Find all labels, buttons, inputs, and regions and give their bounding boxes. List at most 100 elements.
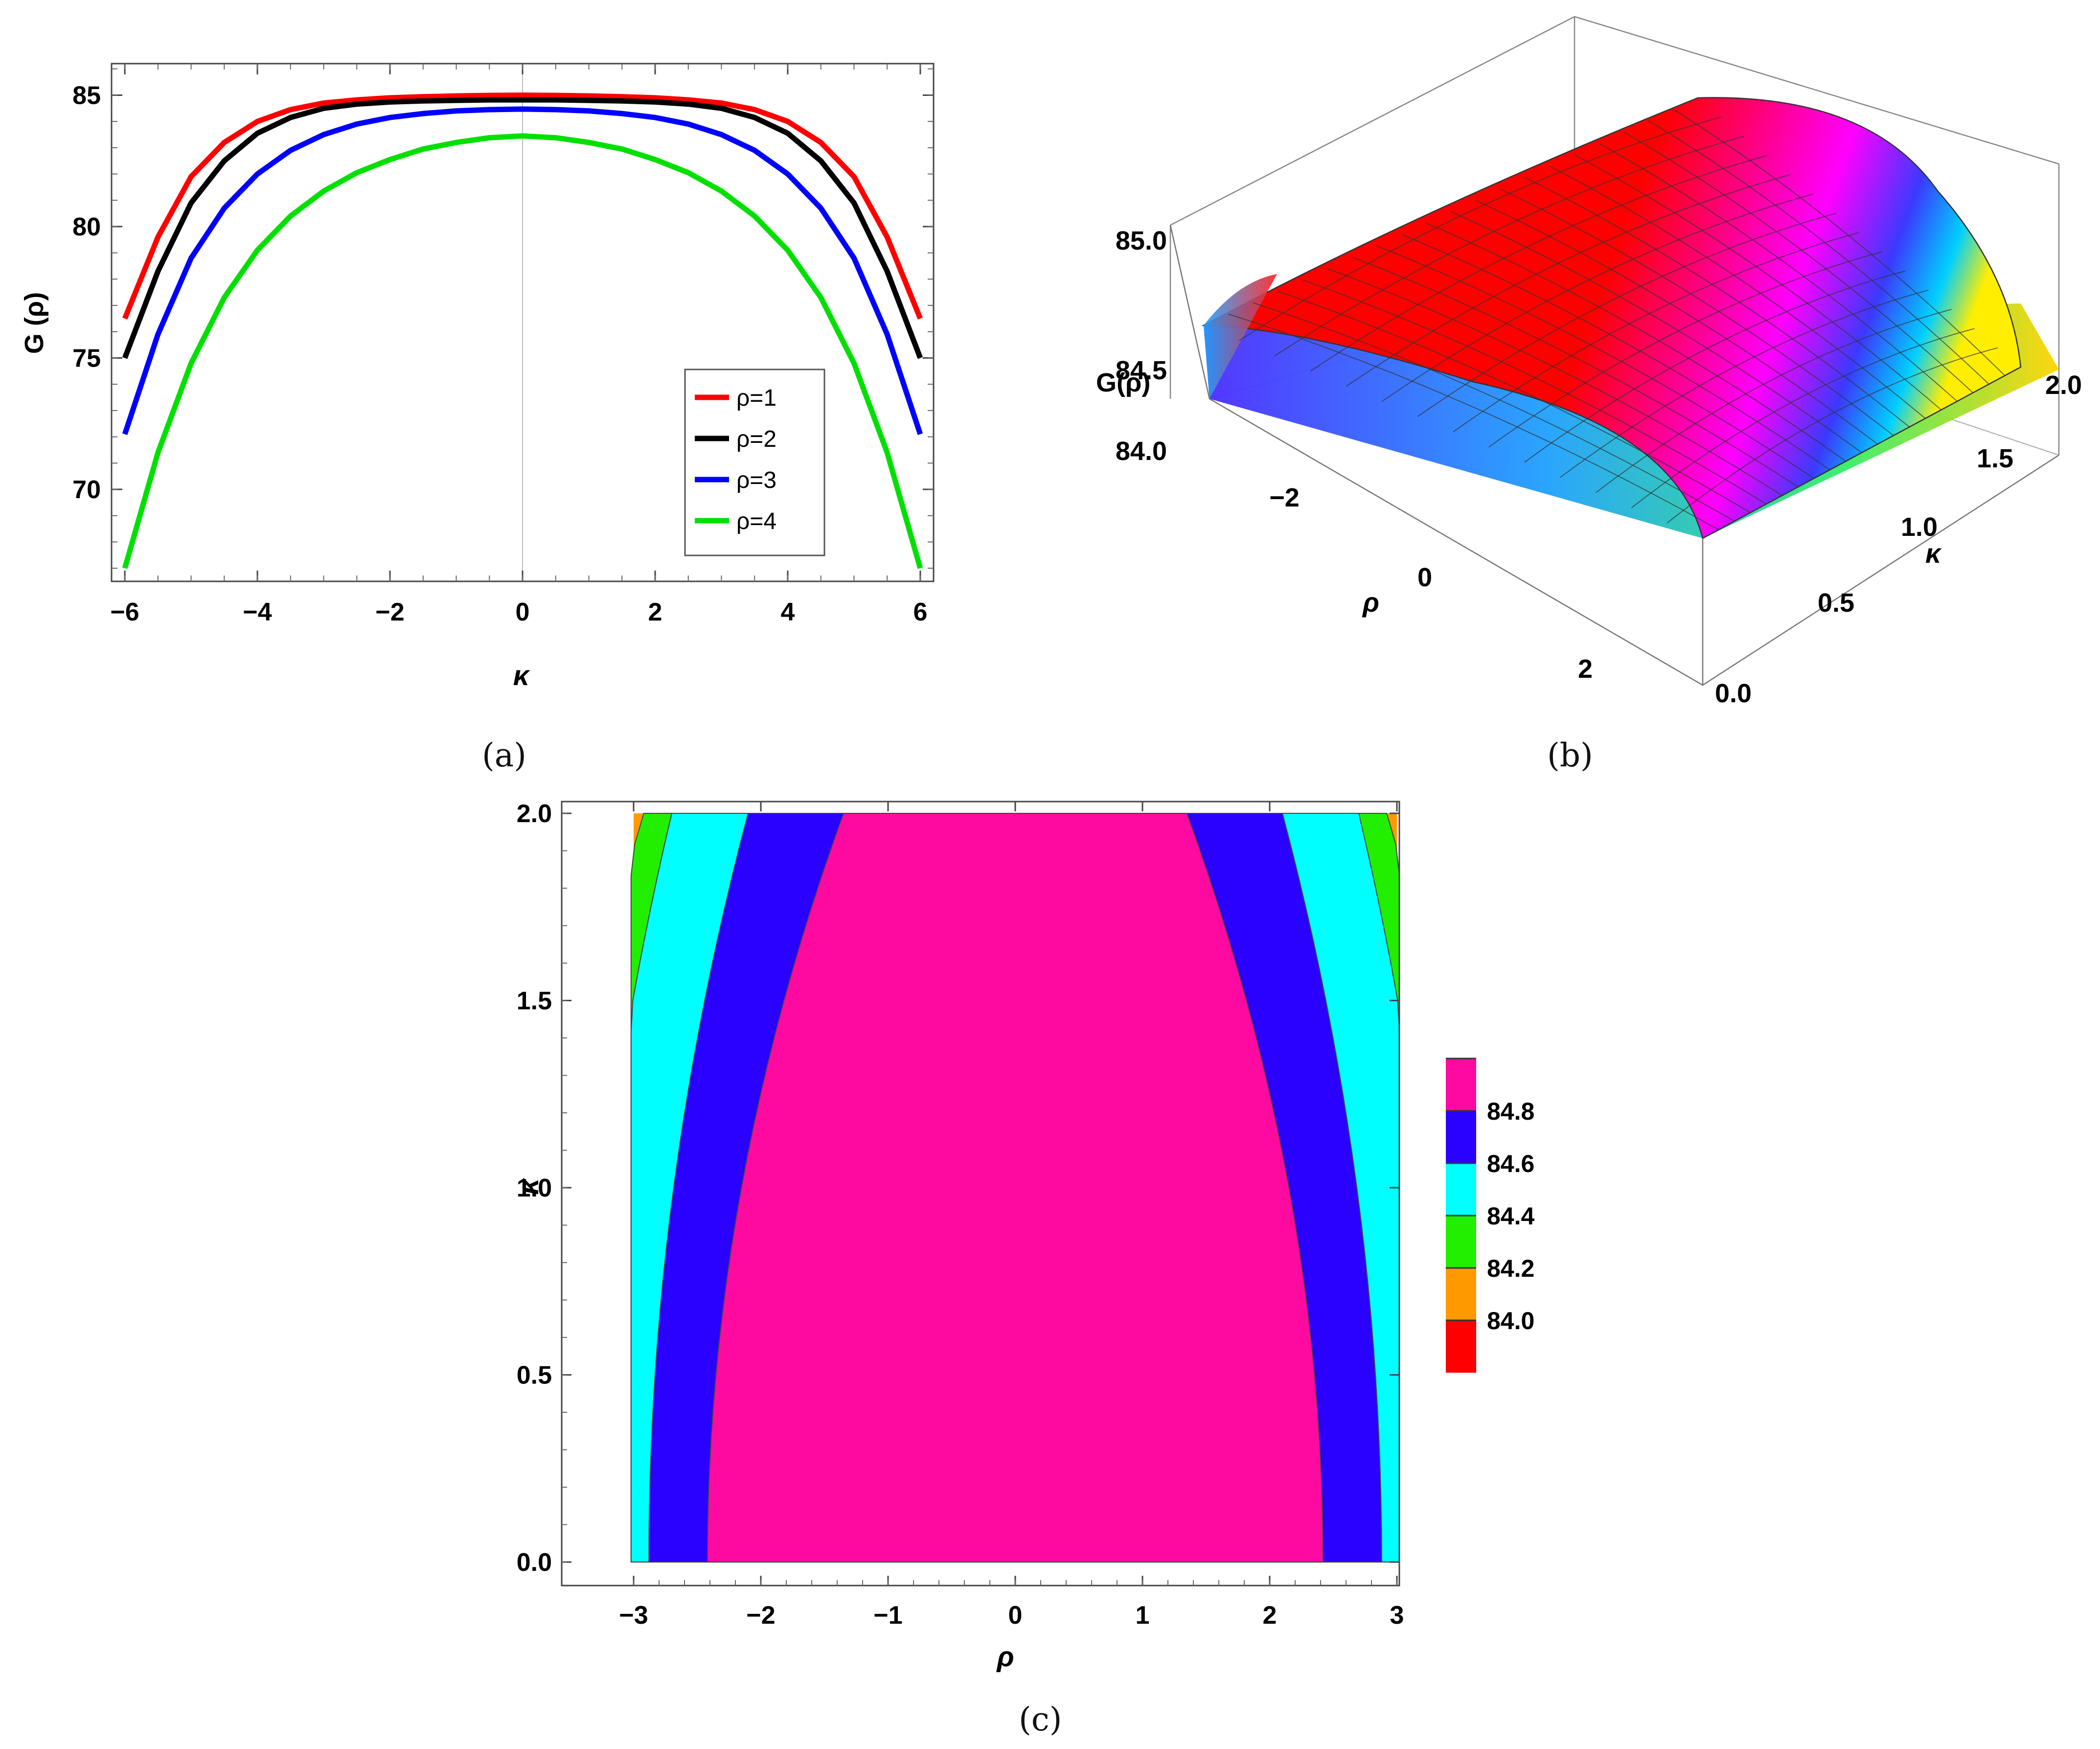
panel-a-ytick-label: 70: [72, 476, 101, 504]
panel-b-kappatick-label: 0.0: [1715, 679, 1752, 708]
panel-a-line-chart: −6 −4 −2 0 2 4 6 70 75 80 85 κ G (ρ) ρ=1 ρ=2 ρ=3 ρ=4: [20, 63, 935, 691]
panel-b-mesh-line: [1426, 222, 1847, 462]
panel-c-xtick-label: 0: [1008, 1601, 1023, 1630]
panel-a-xtick-label: −6: [110, 598, 139, 626]
panel-a-series-line-1: [122, 92, 923, 320]
panel-a-caption: (a): [482, 736, 526, 774]
panel-b-mesh-line: [1381, 193, 1813, 402]
panel-b-ztick-label: 85.0: [1116, 226, 1167, 255]
panel-b-mesh-line: [1500, 188, 1894, 436]
panel-b-surface-mesh: [1228, 109, 2006, 530]
panel-c-xtick-label: −1: [873, 1601, 902, 1630]
panel-a-legend-label: ρ=4: [736, 508, 776, 534]
panel-b-mesh-line: [1598, 143, 1958, 402]
panel-c-ytick-label: 1.0: [517, 1174, 552, 1202]
panel-b-zlabel: G(ρ): [1096, 368, 1150, 397]
panel-a-legend-box: [684, 368, 825, 556]
panel-c-ytick-label: 2.0: [517, 800, 552, 828]
panel-c-contour-plot: −3 −2 −1 0 1 2 3 0.00.51.01.52.0 ρ κ 84.884.68…: [513, 800, 1535, 1673]
panel-a-xtick-label: 2: [648, 598, 662, 626]
panel-c-colorbar-label: 84.4: [1487, 1202, 1535, 1230]
panel-c-ylabel: κ: [513, 1177, 545, 1195]
panel-b-mesh-line: [1376, 245, 1814, 479]
panel-a-xtick-label: −4: [243, 598, 272, 626]
panel-b-ylabel: κ: [1925, 538, 1942, 569]
panel-b-rhotick-label: 0: [1417, 563, 1432, 592]
panel-b-box-front-edges: [1169, 225, 2059, 686]
panel-b-mesh-line: [1346, 174, 1790, 387]
panel-a-legend-label: ρ=1: [736, 385, 776, 411]
panel-a-xtick-label: 0: [516, 598, 530, 626]
panel-a-series-line-3: [122, 106, 923, 435]
panel-b-mesh-line: [1475, 200, 1878, 445]
panel-b-mesh-line: [1631, 328, 1975, 508]
panel-b-mesh-line: [1327, 268, 1782, 496]
panel-c-ytick-label: 0.5: [517, 1361, 552, 1390]
panel-a-series-line-4: [122, 133, 923, 569]
panel-b-mesh-line: [1228, 313, 1719, 530]
panel-b-kappatick-label: 1.0: [1901, 512, 1938, 542]
panel-b-ztick-label: 84.5: [1116, 356, 1167, 385]
panel-a-ytick-label: 75: [72, 345, 101, 373]
panel-b-surface-left-face: [1204, 274, 1277, 399]
panel-c-colorbar-swatch: [1446, 1320, 1476, 1373]
panel-b-mesh-line: [1595, 309, 1952, 493]
panel-a-legend-label: ρ=2: [736, 426, 776, 452]
panel-c-xlabel: ρ: [996, 1641, 1014, 1673]
panel-c-colorbar-label: 84.0: [1487, 1307, 1534, 1335]
panel-c-colorbar-swatch: [1446, 1059, 1476, 1111]
panel-c-ytick-label: 0.0: [517, 1548, 552, 1577]
panel-a-ytick-label: 85: [72, 81, 101, 110]
panel-a-ytick-label: 80: [72, 213, 101, 241]
panel-b-mesh-line: [1401, 234, 1830, 470]
panel-b-ztick-label: 84.0: [1116, 437, 1167, 466]
panel-c-plot-frame: [561, 801, 1400, 1587]
panel-b-mesh-line: [1278, 291, 1751, 513]
panel-b-mesh-line: [1666, 347, 1998, 524]
panel-a-ylabel: G (ρ): [20, 292, 49, 354]
panel-b-mesh-line: [1239, 116, 1721, 341]
panel-b-rhotick-label: 2: [1578, 654, 1593, 684]
panel-b-mesh-line: [1417, 212, 1837, 417]
panel-b-mesh-line: [1524, 270, 1906, 463]
panel-c-xtick-label: −2: [746, 1601, 775, 1630]
panel-c-colorbar-label: 84.8: [1487, 1098, 1534, 1125]
panel-a-legend-label: ρ=3: [736, 467, 776, 493]
panel-b-mesh-line: [1525, 177, 1910, 428]
panel-a-xlabel: κ: [513, 660, 530, 691]
panel-c-colorbar-swatch: [1446, 1268, 1476, 1320]
panel-c-xtick-label: 3: [1390, 1601, 1404, 1630]
panel-c-colorbar: 84.8 84.6 84.4 84.2 84.0: [1446, 1058, 1535, 1373]
panel-c-xtick-label: 2: [1263, 1601, 1277, 1630]
panel-b-mesh-line: [1623, 131, 1974, 393]
panel-c-colorbar-swatch: [1446, 1163, 1476, 1216]
panel-b-mesh-line: [1673, 109, 2006, 376]
panel-c-xtick-label: 1: [1136, 1601, 1150, 1630]
panel-b-mesh-line: [1488, 251, 1883, 448]
panel-b-rhotick-label: −2: [1269, 483, 1300, 512]
panel-b-mesh-line: [1351, 256, 1799, 487]
panel-b-kappatick-label: 1.5: [1977, 444, 2013, 473]
panel-b-xlabel: ρ: [1362, 587, 1379, 618]
panel-c-colorbar-swatch: [1446, 1111, 1476, 1163]
panel-b-mesh-line: [1275, 136, 1744, 356]
panel-b-kappatick-label: 2.0: [2045, 370, 2082, 400]
panel-a-xtick-label: 6: [913, 598, 927, 626]
panel-a-xtick-label: 4: [780, 598, 795, 626]
panel-b-mesh-line: [1560, 289, 1929, 478]
panel-c-xtick-label: −3: [619, 1601, 648, 1630]
panel-c-band-84.8: [707, 813, 1324, 1563]
panel-b-mesh-line: [1310, 155, 1767, 371]
panel-b-mesh-line: [1302, 279, 1767, 505]
panel-c-colorbar-label: 84.6: [1487, 1150, 1534, 1177]
panel-b-3d-surface: 84.0 84.5 85.0 −2 0 2 0.0 0.5 1.0 1.5 2.0 G(ρ) ρ κ: [1096, 16, 2082, 708]
panel-b-surface-top: [1201, 97, 2022, 539]
panel-c-colorbar-swatch: [1446, 1216, 1476, 1268]
panel-b-mesh-line: [1450, 211, 1862, 453]
panel-b-mesh-line: [1453, 232, 1860, 433]
panel-c-caption: (c): [1019, 1701, 1062, 1738]
panel-a-xtick-label: −2: [375, 598, 404, 626]
panel-b-kappatick-label: 0.5: [1818, 588, 1854, 618]
panel-a-legend: ρ=1 ρ=2 ρ=3 ρ=4: [684, 368, 825, 556]
